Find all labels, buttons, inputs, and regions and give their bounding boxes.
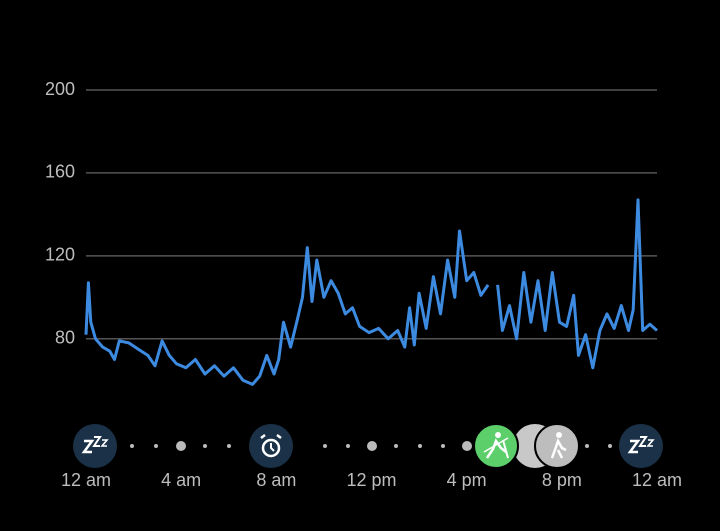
- sleep-icon: [73, 424, 117, 468]
- x-tick-label: 12 am: [61, 470, 111, 490]
- x-tick-label: 8 am: [256, 470, 296, 490]
- x-tick-label: 12 am: [632, 470, 682, 490]
- y-tick-label: 80: [55, 328, 75, 348]
- y-tick-label: 200: [45, 79, 75, 99]
- y-tick-label: 160: [45, 162, 75, 182]
- x-tick-label: 4 am: [161, 470, 201, 490]
- walk-icon: [513, 423, 580, 469]
- x-tick-label: 12 pm: [346, 470, 396, 490]
- y-tick-label: 120: [45, 245, 75, 265]
- dots: [130, 441, 612, 451]
- alarm-icon: [249, 424, 293, 468]
- sleep-icon: [619, 424, 663, 468]
- timeline-icons: [73, 423, 663, 469]
- x-tick-label: 8 pm: [542, 470, 582, 490]
- heart-rate-line: [84, 198, 658, 386]
- hike-icon: [473, 423, 519, 469]
- x-tick-label: 4 pm: [447, 470, 487, 490]
